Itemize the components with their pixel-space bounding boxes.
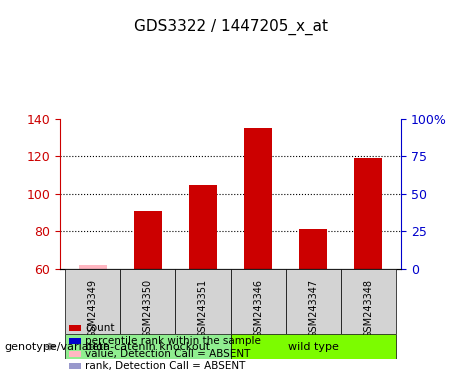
Text: percentile rank within the sample: percentile rank within the sample xyxy=(85,336,261,346)
Text: genotype/variation: genotype/variation xyxy=(5,341,111,352)
FancyBboxPatch shape xyxy=(65,269,120,334)
FancyBboxPatch shape xyxy=(285,269,341,334)
Bar xyxy=(134,211,162,269)
Bar xyxy=(299,230,327,269)
FancyBboxPatch shape xyxy=(230,334,396,359)
Text: GDS3322 / 1447205_x_at: GDS3322 / 1447205_x_at xyxy=(134,19,327,35)
Text: GSM243348: GSM243348 xyxy=(363,279,373,338)
Bar xyxy=(189,185,217,269)
Text: GSM243351: GSM243351 xyxy=(198,279,208,338)
Text: value, Detection Call = ABSENT: value, Detection Call = ABSENT xyxy=(85,349,251,359)
FancyBboxPatch shape xyxy=(341,269,396,334)
Text: count: count xyxy=(85,323,115,333)
Text: wild type: wild type xyxy=(288,341,338,352)
FancyBboxPatch shape xyxy=(65,334,230,359)
FancyBboxPatch shape xyxy=(176,269,230,334)
Bar xyxy=(79,265,106,269)
Text: GSM243350: GSM243350 xyxy=(143,279,153,338)
Text: GSM243347: GSM243347 xyxy=(308,279,318,338)
Text: GSM243349: GSM243349 xyxy=(88,279,98,338)
Text: beta-catenin knockout: beta-catenin knockout xyxy=(85,341,211,352)
Text: GSM243346: GSM243346 xyxy=(253,279,263,338)
Bar xyxy=(355,158,382,269)
FancyBboxPatch shape xyxy=(120,269,176,334)
FancyBboxPatch shape xyxy=(230,269,285,334)
Bar xyxy=(244,128,272,269)
Text: rank, Detection Call = ABSENT: rank, Detection Call = ABSENT xyxy=(85,361,246,371)
